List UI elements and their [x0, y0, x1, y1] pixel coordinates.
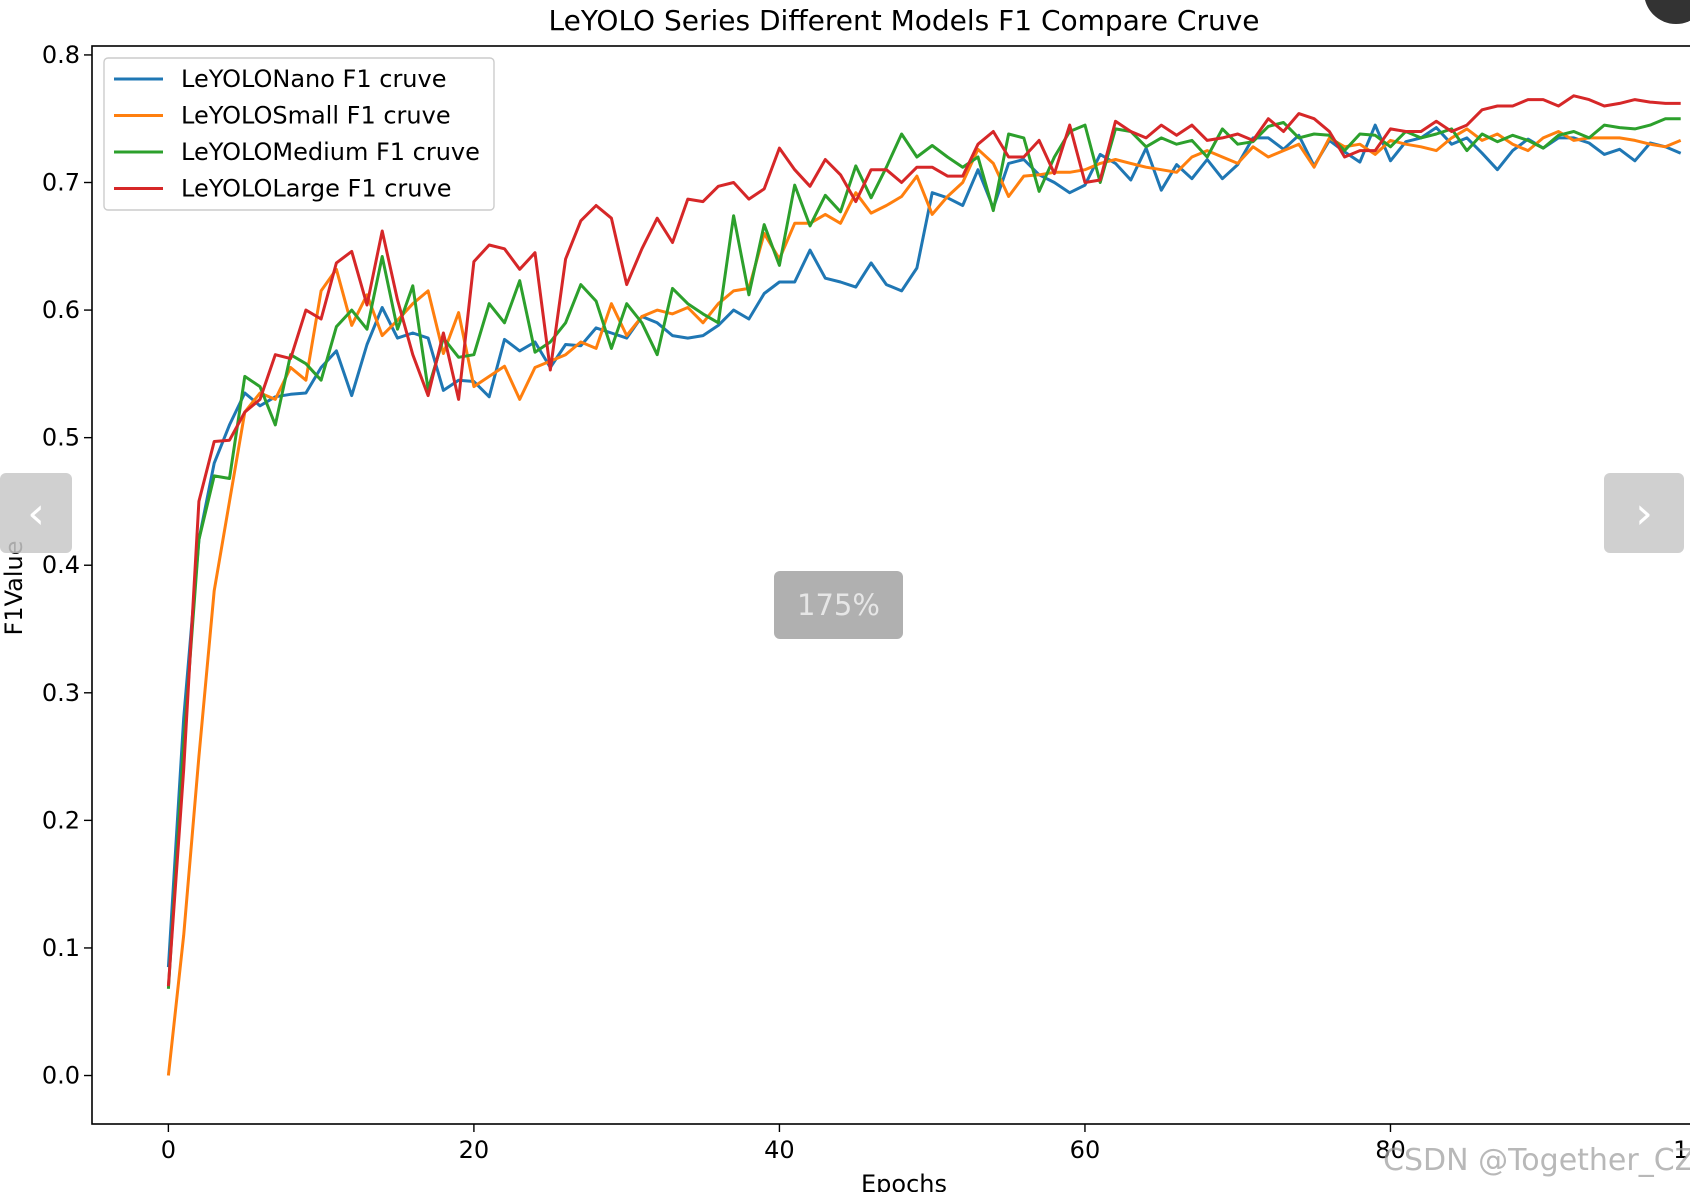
next-image-button[interactable]: ›	[1604, 473, 1684, 553]
legend-label: LeYOLOMedium F1 cruve	[181, 138, 480, 166]
y-tick-label: 0.6	[42, 296, 80, 324]
x-tick-label: 100	[1673, 1136, 1690, 1164]
y-tick-label: 0.7	[42, 169, 80, 197]
watermark-text: CSDN @Together_CZ	[1383, 1143, 1690, 1178]
previous-image-button[interactable]: ‹	[0, 473, 72, 553]
chevron-right-icon: ›	[1635, 487, 1653, 539]
x-tick-label: 60	[1070, 1136, 1101, 1164]
series-lines	[166, 94, 1682, 1076]
series-line-1	[166, 123, 1682, 968]
series-line-4	[166, 94, 1681, 987]
y-tick-label: 0.2	[42, 806, 80, 834]
plot-area	[91, 45, 1690, 1125]
x-tick-label: 20	[459, 1136, 490, 1164]
y-tick-label: 0.5	[42, 424, 80, 452]
y-tick-label: 0.0	[42, 1062, 80, 1090]
x-axis-ticks: 0 20 40 60 80 100	[161, 1124, 1690, 1164]
y-axis-label: F1Value	[0, 541, 28, 636]
legend-label: LeYOLOLarge F1 cruve	[181, 175, 451, 203]
legend-label: LeYOLOSmall F1 cruve	[181, 102, 451, 130]
x-axis-label: Epochs	[861, 1170, 947, 1192]
y-axis-ticks: 0.0 0.1 0.2 0.3 0.4 0.5 0.6 0.7 0.8	[42, 41, 92, 1090]
y-tick-label: 0.8	[42, 41, 80, 69]
series-line-2	[166, 127, 1682, 1076]
y-tick-label: 0.1	[42, 934, 80, 962]
y-tick-label: 0.4	[42, 551, 80, 579]
x-tick-label: 80	[1375, 1136, 1406, 1164]
x-tick-label: 40	[764, 1136, 795, 1164]
zoom-level-indicator: 175%	[774, 571, 903, 639]
y-tick-label: 0.3	[42, 679, 80, 707]
series-line-3	[166, 117, 1681, 989]
chart-title: LeYOLO Series Different Models F1 Compar…	[549, 4, 1260, 37]
legend: LeYOLONano F1 cruve LeYOLOSmall F1 cruve L…	[103, 57, 495, 211]
legend-box	[103, 57, 495, 211]
legend-label: LeYOLONano F1 cruve	[181, 65, 447, 93]
chevron-left-icon: ‹	[27, 487, 45, 539]
x-tick-label: 0	[161, 1136, 176, 1164]
